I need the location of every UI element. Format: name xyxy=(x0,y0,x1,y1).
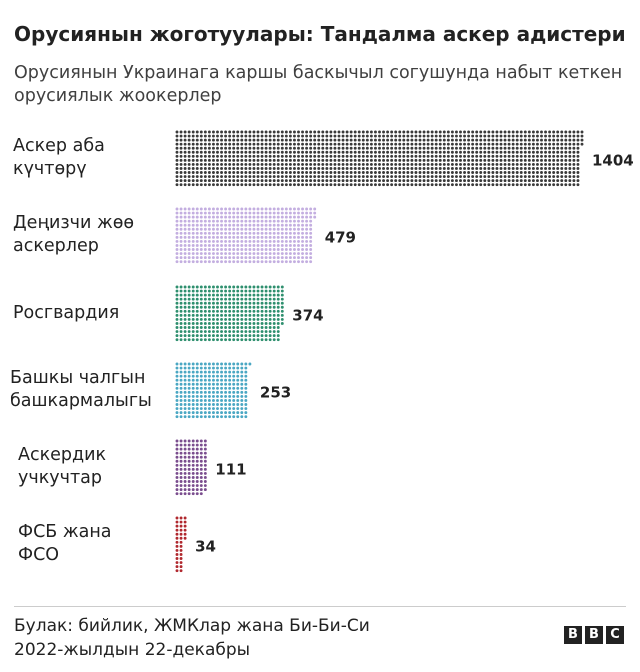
value-label-5: 111 xyxy=(215,460,246,478)
bar-2 xyxy=(175,207,317,264)
bar-6 xyxy=(175,516,187,573)
bar-1 xyxy=(175,130,584,187)
footer-divider xyxy=(14,606,626,607)
bbc-logo-letter-1: B xyxy=(564,626,582,644)
value-label-3: 374 xyxy=(292,306,323,324)
category-label-1-line-1: Аскер аба xyxy=(13,136,105,157)
category-label-1-line-2: күчтөрү xyxy=(13,159,87,180)
source-date: 2022-жылдын 22-декабры xyxy=(14,640,251,660)
category-label-5-line-2: учкучтар xyxy=(18,468,102,489)
bbc-logo-letter-3: C xyxy=(606,626,624,644)
chart-title: Орусиянын жоготуулары: Тандалма аскер ад… xyxy=(14,22,626,46)
category-label-2-line-2: аскерлер xyxy=(13,236,99,257)
category-label-6: ФСБ жана ФСО xyxy=(18,521,112,567)
chart-subtitle: Орусиянын Украинага каршы баскычыл согуш… xyxy=(14,63,623,106)
category-label-6-line-1: ФСБ жана xyxy=(18,522,112,543)
category-label-4-line-1: Башкы чалгын xyxy=(10,368,146,389)
bar-5 xyxy=(175,439,207,496)
category-label-3-line-1: Росгвардия xyxy=(13,302,120,323)
category-label-6-line-2: ФСО xyxy=(18,545,60,566)
bar-4 xyxy=(175,362,252,419)
category-label-4: Башкы чалгын башкармалыгы xyxy=(10,367,152,413)
source-note: Булак: бийлик, ЖМКлар жана Би-Би-Си 2022… xyxy=(14,614,494,662)
category-label-2-line-1: Деңизчи жөө xyxy=(13,213,135,234)
bar-3 xyxy=(175,285,284,342)
category-label-4-line-2: башкармалыгы xyxy=(10,391,152,412)
bbc-logo: B B C xyxy=(564,626,624,644)
value-label-2: 479 xyxy=(325,228,356,246)
category-label-5-line-1: Аскердик xyxy=(18,445,107,466)
dot-bar-chart: 1404 479 374 253 111 34 xyxy=(175,130,634,573)
category-label-3: Росгвардия xyxy=(13,302,119,325)
bbc-logo-letter-2: B xyxy=(585,626,603,644)
category-label-1: Аскер аба күчтөрү xyxy=(13,135,105,181)
category-label-5: Аскердик учкучтар xyxy=(18,444,106,490)
value-label-1: 1404 xyxy=(592,151,634,169)
value-label-6: 34 xyxy=(195,537,216,555)
value-label-4: 253 xyxy=(260,383,291,401)
category-label-2: Деңизчи жөө аскерлер xyxy=(13,212,134,258)
source-text: Булак: бийлик, ЖМКлар жана Би-Би-Си xyxy=(14,616,370,636)
